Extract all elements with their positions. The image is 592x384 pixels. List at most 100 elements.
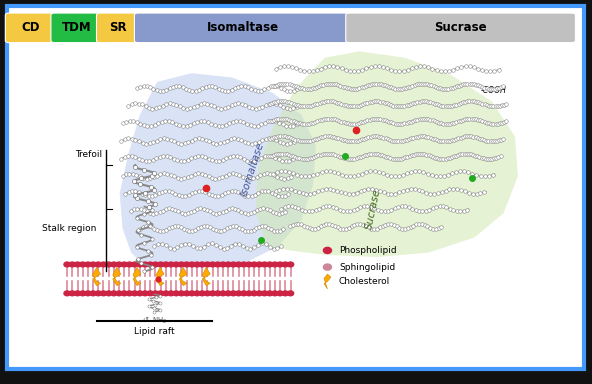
Circle shape bbox=[210, 291, 215, 296]
Circle shape bbox=[323, 247, 332, 253]
Circle shape bbox=[261, 291, 268, 296]
Polygon shape bbox=[202, 267, 210, 286]
Circle shape bbox=[168, 291, 174, 296]
Circle shape bbox=[261, 262, 268, 267]
Text: $\circlearrowleft$-NH$_2$: $\circlearrowleft$-NH$_2$ bbox=[141, 316, 168, 326]
Circle shape bbox=[189, 291, 195, 296]
Circle shape bbox=[204, 291, 211, 296]
Circle shape bbox=[163, 291, 169, 296]
Circle shape bbox=[287, 262, 294, 267]
Circle shape bbox=[246, 262, 252, 267]
Circle shape bbox=[111, 291, 117, 296]
Circle shape bbox=[282, 262, 288, 267]
Polygon shape bbox=[255, 51, 518, 257]
Circle shape bbox=[105, 291, 112, 296]
Circle shape bbox=[79, 291, 86, 296]
Circle shape bbox=[142, 291, 148, 296]
Circle shape bbox=[64, 291, 70, 296]
Circle shape bbox=[152, 291, 159, 296]
Circle shape bbox=[277, 262, 284, 267]
Circle shape bbox=[246, 291, 252, 296]
Circle shape bbox=[272, 262, 278, 267]
Circle shape bbox=[215, 262, 221, 267]
Circle shape bbox=[215, 291, 221, 296]
Circle shape bbox=[85, 291, 91, 296]
Circle shape bbox=[137, 291, 143, 296]
Circle shape bbox=[236, 262, 242, 267]
Polygon shape bbox=[156, 267, 164, 286]
Circle shape bbox=[147, 262, 153, 267]
Text: Cholesterol: Cholesterol bbox=[339, 277, 390, 286]
Circle shape bbox=[199, 262, 205, 267]
Circle shape bbox=[131, 291, 138, 296]
Circle shape bbox=[210, 262, 215, 267]
Circle shape bbox=[277, 291, 284, 296]
Circle shape bbox=[95, 291, 101, 296]
Text: Phospholipid: Phospholipid bbox=[339, 246, 397, 255]
Circle shape bbox=[64, 262, 70, 267]
Circle shape bbox=[266, 291, 273, 296]
Circle shape bbox=[282, 291, 288, 296]
Text: Sphingolipid: Sphingolipid bbox=[339, 263, 395, 271]
Text: TDM: TDM bbox=[62, 22, 92, 34]
Circle shape bbox=[178, 262, 185, 267]
Circle shape bbox=[100, 262, 107, 267]
Circle shape bbox=[225, 291, 231, 296]
Text: Stalk region: Stalk region bbox=[42, 224, 96, 233]
Circle shape bbox=[178, 291, 185, 296]
Circle shape bbox=[85, 262, 91, 267]
Circle shape bbox=[90, 291, 96, 296]
Circle shape bbox=[251, 262, 258, 267]
Circle shape bbox=[121, 262, 127, 267]
Circle shape bbox=[147, 291, 153, 296]
Circle shape bbox=[230, 262, 237, 267]
Circle shape bbox=[126, 262, 133, 267]
Circle shape bbox=[251, 291, 258, 296]
Circle shape bbox=[75, 262, 81, 267]
Polygon shape bbox=[133, 267, 141, 286]
Polygon shape bbox=[92, 267, 101, 286]
Text: Sucrase: Sucrase bbox=[435, 22, 487, 34]
Circle shape bbox=[220, 262, 226, 267]
Polygon shape bbox=[112, 267, 121, 286]
Circle shape bbox=[189, 262, 195, 267]
Circle shape bbox=[225, 262, 231, 267]
Circle shape bbox=[272, 291, 278, 296]
Circle shape bbox=[111, 262, 117, 267]
Circle shape bbox=[204, 262, 211, 267]
Circle shape bbox=[220, 291, 226, 296]
Circle shape bbox=[230, 291, 237, 296]
Circle shape bbox=[105, 262, 112, 267]
Text: Isomaltase: Isomaltase bbox=[239, 141, 266, 198]
Circle shape bbox=[194, 262, 200, 267]
Text: SR: SR bbox=[110, 22, 127, 34]
Circle shape bbox=[323, 264, 332, 270]
Circle shape bbox=[95, 262, 101, 267]
Circle shape bbox=[142, 262, 148, 267]
Circle shape bbox=[121, 291, 127, 296]
Text: Sucrase: Sucrase bbox=[365, 187, 383, 230]
Circle shape bbox=[256, 291, 262, 296]
Circle shape bbox=[69, 291, 76, 296]
Circle shape bbox=[266, 262, 273, 267]
Circle shape bbox=[199, 291, 205, 296]
Circle shape bbox=[236, 291, 242, 296]
Circle shape bbox=[240, 262, 247, 267]
Circle shape bbox=[173, 291, 179, 296]
Circle shape bbox=[168, 262, 174, 267]
Circle shape bbox=[79, 262, 86, 267]
Text: Isomaltase: Isomaltase bbox=[207, 22, 279, 34]
Text: CD: CD bbox=[22, 22, 40, 34]
Circle shape bbox=[131, 262, 138, 267]
Circle shape bbox=[126, 291, 133, 296]
Circle shape bbox=[100, 291, 107, 296]
Circle shape bbox=[75, 291, 81, 296]
Circle shape bbox=[256, 262, 262, 267]
Circle shape bbox=[69, 262, 76, 267]
Circle shape bbox=[137, 262, 143, 267]
Circle shape bbox=[157, 262, 164, 267]
Circle shape bbox=[90, 262, 96, 267]
Circle shape bbox=[157, 291, 164, 296]
Polygon shape bbox=[179, 267, 187, 286]
Circle shape bbox=[173, 262, 179, 267]
